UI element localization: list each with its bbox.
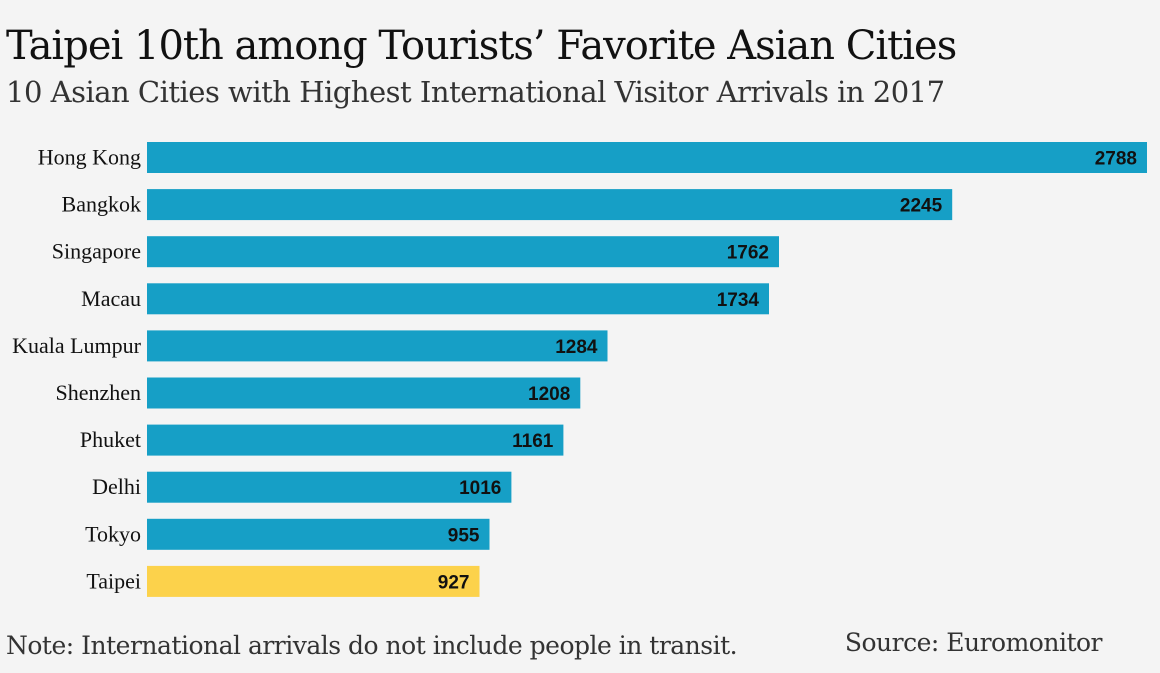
value-label-bangkok: 2245 bbox=[900, 196, 943, 217]
value-label-hong-kong: 2788 bbox=[1095, 149, 1137, 170]
value-label-singapore: 1762 bbox=[727, 243, 769, 264]
value-label-phuket: 1161 bbox=[512, 431, 554, 452]
category-label-phuket: Phuket bbox=[80, 427, 141, 452]
footnote: Note: International arrivals do not incl… bbox=[6, 631, 738, 660]
category-label-shenzhen: Shenzhen bbox=[55, 380, 141, 405]
value-label-delhi: 1016 bbox=[459, 478, 501, 499]
category-label-delhi: Delhi bbox=[92, 474, 141, 499]
bar-shenzhen bbox=[147, 377, 581, 409]
category-label-singapore: Singapore bbox=[52, 239, 141, 264]
category-label-taipei: Taipei bbox=[86, 568, 141, 593]
bar-phuket bbox=[147, 424, 564, 456]
category-label-bangkok: Bangkok bbox=[62, 192, 141, 217]
bar-singapore bbox=[147, 236, 779, 268]
value-label-tokyo: 955 bbox=[448, 525, 480, 546]
chart-title: Taipei 10th among Tourists’ Favorite Asi… bbox=[6, 23, 957, 69]
value-label-shenzhen: 1208 bbox=[528, 384, 570, 405]
value-label-taipei: 927 bbox=[438, 572, 470, 593]
bar-kuala-lumpur bbox=[147, 330, 608, 362]
bar-delhi bbox=[147, 471, 512, 503]
value-label-macau: 1734 bbox=[717, 290, 760, 311]
chart-subtitle: 10 Asian Cities with Highest Internation… bbox=[6, 75, 945, 109]
bar-hong-kong bbox=[147, 142, 1147, 173]
bar-bangkok bbox=[147, 189, 953, 221]
bar-macau bbox=[147, 283, 769, 315]
category-label-macau: Macau bbox=[81, 286, 141, 311]
category-label-kuala-lumpur: Kuala Lumpur bbox=[12, 333, 142, 358]
value-label-kuala-lumpur: 1284 bbox=[555, 337, 598, 358]
bar-tokyo bbox=[147, 518, 490, 550]
bar-taipei bbox=[147, 565, 480, 597]
category-label-hong-kong: Hong Kong bbox=[38, 145, 141, 170]
source-credit: Source: Euromonitor bbox=[844, 628, 1103, 657]
category-label-tokyo: Tokyo bbox=[85, 521, 141, 546]
